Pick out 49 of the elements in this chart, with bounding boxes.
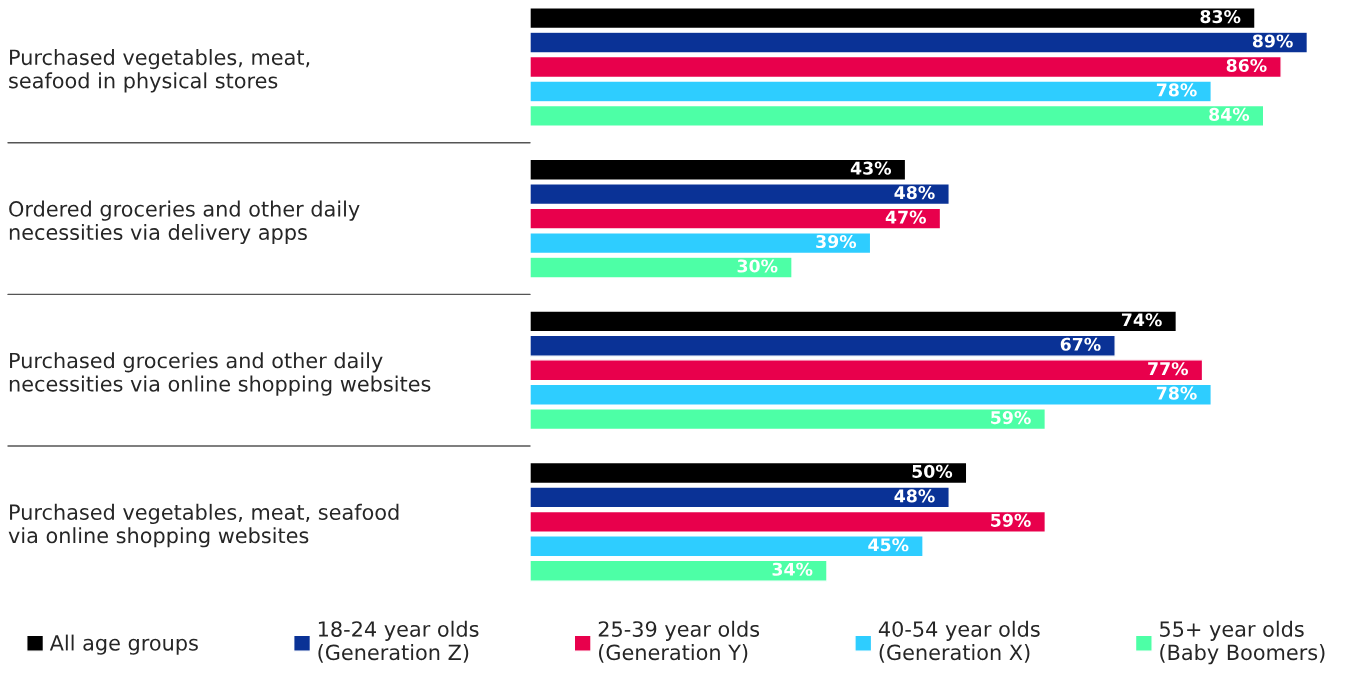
bar [530, 408, 1047, 431]
bar [530, 559, 828, 582]
data-label: 43% [850, 161, 892, 175]
legend-label: 25-39 year olds (Generation Y) [598, 620, 760, 663]
data-label: 59% [991, 411, 1031, 425]
bar [530, 310, 1178, 333]
bar [530, 535, 924, 558]
bar [530, 31, 1309, 54]
data-label: 83% [1200, 9, 1241, 24]
bar [530, 383, 1212, 406]
data-label: 78% [1156, 83, 1197, 97]
bar [530, 510, 1047, 533]
bar [530, 80, 1212, 103]
data-label: 89% [1252, 34, 1293, 48]
data-label: 48% [894, 186, 935, 200]
y-tick-label: Purchased vegetables, meat, seafood via online shopping websites [8, 503, 399, 548]
bar [530, 6, 1256, 30]
bar [530, 231, 872, 255]
data-label: 67% [1060, 337, 1101, 351]
bar [530, 334, 1116, 357]
y-tick-label: Ordered groceries and other daily necessities via delivery apps [9, 200, 360, 245]
bar [530, 486, 950, 509]
data-label: 78% [1156, 386, 1197, 400]
y-tick-label: Purchased groceries and other daily necessities via online shopping websites [9, 352, 431, 396]
bar [530, 461, 968, 485]
data-label: 47% [885, 210, 926, 224]
data-label: 86% [1226, 58, 1267, 73]
legend-label: 55+ year olds (Baby Boomers) [1160, 620, 1325, 665]
bar [530, 104, 1265, 127]
bar [530, 183, 950, 206]
bar [530, 359, 1204, 382]
data-label: 59% [991, 513, 1031, 527]
data-label: 84% [1209, 107, 1250, 121]
bar [530, 207, 942, 230]
data-label: 45% [868, 538, 909, 552]
legend-label: 40-54 year olds (Generation X) [878, 620, 1040, 663]
bar [530, 256, 793, 279]
data-label: 74% [1121, 313, 1162, 327]
y-tick-label: Purchased vegetables, meat, seafood in physical stores [9, 49, 310, 93]
data-label: 30% [737, 259, 778, 273]
legend-label: All age groups [49, 634, 198, 655]
bar [530, 55, 1282, 79]
data-label: 50% [912, 464, 953, 478]
legend-label: 18-24 year olds (Generation Z) [318, 620, 479, 663]
bar [530, 158, 907, 181]
data-label: 77% [1148, 362, 1188, 376]
data-label: 39% [816, 234, 857, 249]
data-label: 34% [772, 562, 813, 576]
data-label: 48% [894, 489, 935, 503]
